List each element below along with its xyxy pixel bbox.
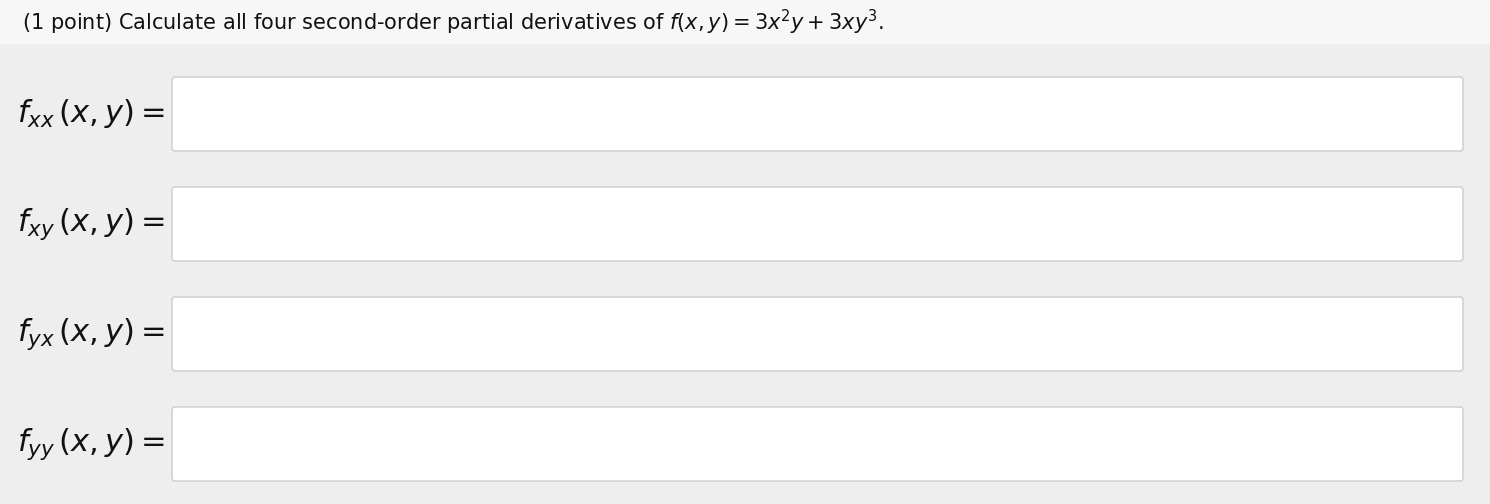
Text: $f_{yx}\,(x, y) = $: $f_{yx}\,(x, y) = $ bbox=[18, 316, 165, 352]
FancyBboxPatch shape bbox=[171, 77, 1463, 151]
Text: $f_{yy}\,(x, y) = $: $f_{yy}\,(x, y) = $ bbox=[18, 426, 165, 462]
Text: (1 point) Calculate all four second-order partial derivatives of $f(x, y) = 3x^2: (1 point) Calculate all four second-orde… bbox=[22, 8, 884, 37]
Text: $f_{xx}\,(x, y) = $: $f_{xx}\,(x, y) = $ bbox=[18, 97, 165, 131]
FancyBboxPatch shape bbox=[171, 187, 1463, 261]
FancyBboxPatch shape bbox=[171, 297, 1463, 371]
FancyBboxPatch shape bbox=[171, 407, 1463, 481]
Bar bbox=[0, 0, 1490, 44]
Text: $f_{xy}\,(x, y) = $: $f_{xy}\,(x, y) = $ bbox=[18, 206, 165, 242]
